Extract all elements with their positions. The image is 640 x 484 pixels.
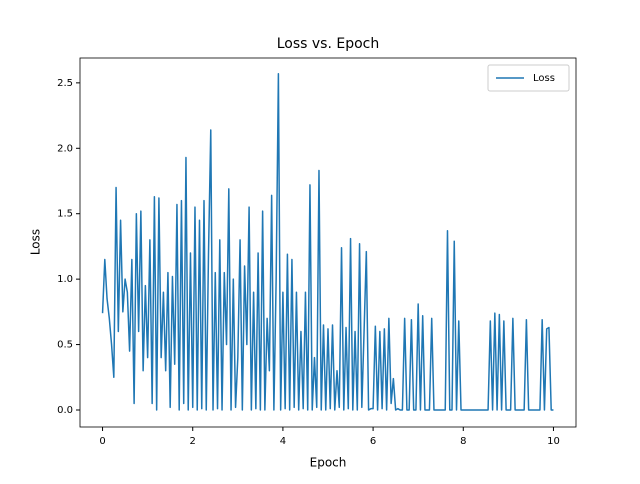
legend-label: Loss xyxy=(533,73,555,84)
y-tick-label: 2.0 xyxy=(57,143,73,154)
y-axis-label: Loss xyxy=(29,229,43,255)
legend-box xyxy=(487,64,570,92)
x-axis-label: Epoch xyxy=(310,456,347,470)
plot-frame xyxy=(79,57,577,428)
x-tick-label: 4 xyxy=(280,436,286,447)
x-tick-label: 2 xyxy=(190,436,196,447)
y-tick-label: 1.0 xyxy=(57,274,73,285)
chart-title: Loss vs. Epoch xyxy=(277,36,380,52)
y-tick-label: 1.5 xyxy=(57,209,73,220)
x-tick-label: 10 xyxy=(547,436,560,447)
x-tick-label: 8 xyxy=(460,436,466,447)
y-tick-label: 0.5 xyxy=(57,340,73,351)
y-tick-label: 2.5 xyxy=(57,78,73,89)
y-tick-label: 0.0 xyxy=(57,405,73,416)
x-tick-label: 0 xyxy=(99,436,105,447)
loss-line xyxy=(101,72,554,411)
x-tick-label: 6 xyxy=(370,436,376,447)
